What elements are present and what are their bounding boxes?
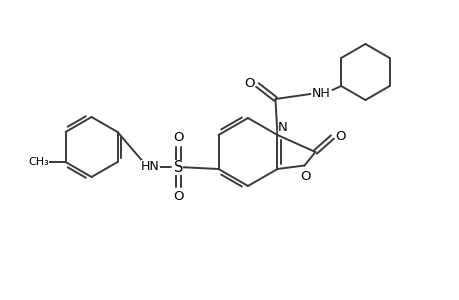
Text: HN: HN [141, 160, 160, 172]
Text: S: S [174, 160, 183, 175]
Text: O: O [335, 130, 345, 142]
Text: O: O [300, 170, 310, 183]
Text: O: O [173, 130, 184, 143]
Text: NH: NH [311, 86, 330, 100]
Text: O: O [244, 76, 254, 89]
Text: O: O [173, 190, 184, 203]
Text: N: N [277, 121, 287, 134]
Text: CH₃: CH₃ [28, 157, 49, 167]
